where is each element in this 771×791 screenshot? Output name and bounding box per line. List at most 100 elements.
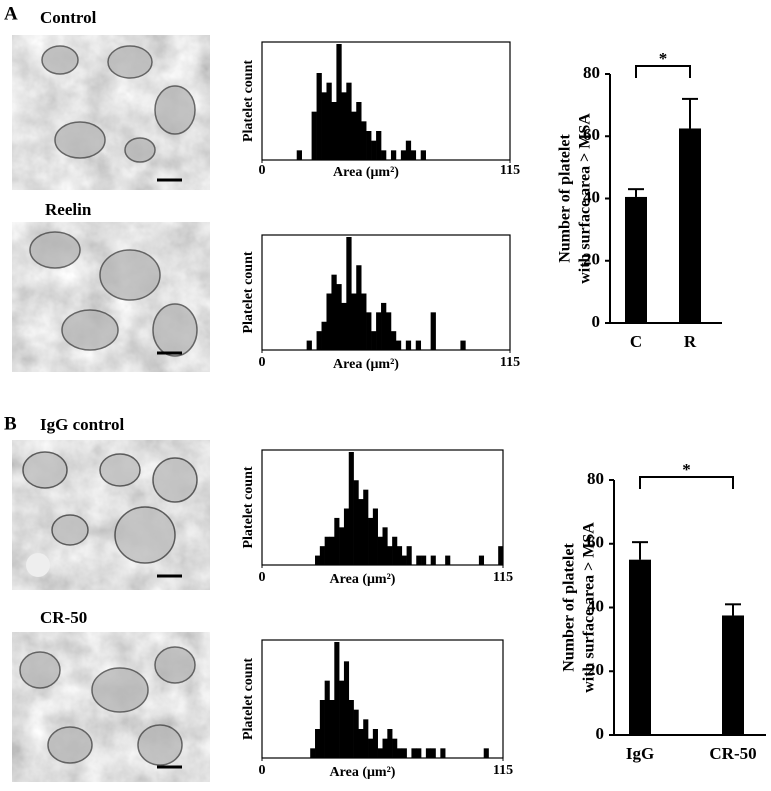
- histogram-bar: [315, 729, 321, 758]
- panel-label: B: [4, 413, 17, 434]
- histogram-bar: [416, 555, 422, 565]
- histogram-bar: [390, 331, 397, 350]
- histogram-bar: [329, 536, 335, 565]
- histogram-bar: [425, 748, 431, 758]
- histogram-bar: [310, 748, 316, 758]
- histogram-bar: [319, 700, 325, 758]
- histogram-bar: [372, 729, 378, 758]
- y-axis-label: Number of platelet: [561, 543, 578, 672]
- histogram-bar: [392, 738, 398, 758]
- y-axis-label: Platelet count: [241, 251, 256, 333]
- x-tick-label: 0: [259, 763, 266, 778]
- histogram-bar: [396, 748, 403, 758]
- annotation: *: [682, 460, 691, 479]
- histogram-bar: [415, 340, 422, 350]
- histogram-bar: [377, 748, 383, 758]
- histogram-bar: [316, 73, 322, 160]
- histogram-bar: [315, 555, 321, 565]
- histogram-bar: [396, 546, 403, 565]
- image-label: CR-50: [40, 608, 87, 627]
- histogram-bar: [326, 293, 332, 350]
- x-tick-label: IgG: [626, 744, 654, 763]
- histogram-bar: [478, 555, 485, 565]
- histogram-bar: [392, 536, 398, 565]
- histogram-bar: [382, 738, 388, 758]
- y-tick-label: 40: [587, 596, 604, 615]
- histogram-bar: [326, 82, 332, 160]
- histogram-bar: [405, 340, 412, 350]
- bar: [625, 196, 647, 323]
- histogram-bar: [387, 729, 393, 758]
- histogram-bar: [483, 748, 489, 758]
- histogram-bar: [406, 546, 412, 565]
- x-axis-label: Area (μm²): [330, 765, 396, 780]
- histogram-bar: [351, 111, 357, 160]
- x-tick-label: 115: [500, 163, 520, 178]
- x-tick-label: 0: [259, 355, 266, 370]
- histogram-bar: [400, 150, 407, 160]
- y-tick-label: 0: [596, 724, 605, 743]
- bar: [679, 128, 701, 323]
- histogram-bar: [460, 340, 466, 350]
- histogram-bar: [351, 293, 357, 350]
- y-axis-label: Platelet count: [241, 466, 256, 548]
- histogram-bar: [339, 527, 345, 565]
- histogram-bar: [348, 700, 354, 758]
- histogram-bar: [382, 527, 388, 565]
- x-axis-label: Area (μm²): [333, 357, 399, 372]
- histogram-bar: [430, 312, 436, 350]
- annotation: *: [659, 49, 668, 68]
- significance-bracket: [639, 476, 734, 489]
- x-axis-label: Area (μm²): [333, 165, 399, 180]
- histogram-bar: [324, 536, 330, 565]
- y-axis-label: Platelet count: [241, 60, 256, 142]
- histogram-bar: [372, 508, 378, 565]
- histogram-bar: [339, 680, 345, 758]
- histogram-bar: [363, 719, 369, 758]
- histogram-bar: [336, 284, 342, 350]
- histogram-bar: [430, 555, 436, 565]
- histogram-bar: [336, 44, 342, 160]
- y-tick-label: 20: [587, 660, 604, 679]
- histogram-bar: [368, 738, 374, 758]
- y-tick-label: 80: [583, 63, 600, 82]
- histogram-bar: [381, 302, 387, 350]
- image-label: IgG control: [40, 415, 124, 434]
- histogram-bar: [390, 150, 397, 160]
- significance-bracket: [635, 65, 691, 78]
- histogram-bar: [411, 748, 417, 758]
- histogram-bar: [341, 302, 347, 350]
- x-tick-label: 0: [259, 570, 266, 585]
- histogram-bar: [361, 293, 367, 350]
- histogram-bar: [401, 555, 407, 565]
- histogram-bar: [356, 265, 362, 350]
- y-tick-label: 0: [592, 312, 601, 331]
- y-axis-label: Platelet count: [241, 658, 256, 740]
- x-tick-label: 0: [259, 163, 266, 178]
- micrograph: [12, 222, 210, 372]
- histogram-bar: [334, 517, 340, 565]
- histogram-bar: [363, 489, 369, 565]
- histogram-bar: [353, 480, 359, 565]
- y-tick-label: 60: [583, 125, 600, 144]
- histogram-bar: [387, 546, 393, 565]
- x-tick-label: CR-50: [709, 744, 756, 763]
- bar: [722, 615, 744, 735]
- histogram-bar: [366, 131, 372, 160]
- histogram-bar: [416, 748, 422, 758]
- image-label: Control: [40, 8, 97, 27]
- histogram-bar: [401, 748, 407, 758]
- histogram-bar: [343, 661, 350, 758]
- histogram-bar: [361, 121, 367, 160]
- micrograph: [12, 440, 210, 590]
- histogram-bar: [311, 111, 317, 160]
- histogram-bar: [321, 92, 327, 160]
- histogram-bar: [296, 150, 302, 160]
- histogram-bar: [329, 700, 335, 758]
- histogram-bar: [381, 150, 387, 160]
- x-tick-label: 115: [493, 570, 513, 585]
- y-axis-label: with surface area > MSA: [577, 113, 594, 284]
- histogram-bar: [430, 748, 436, 758]
- x-tick-label: 115: [493, 763, 513, 778]
